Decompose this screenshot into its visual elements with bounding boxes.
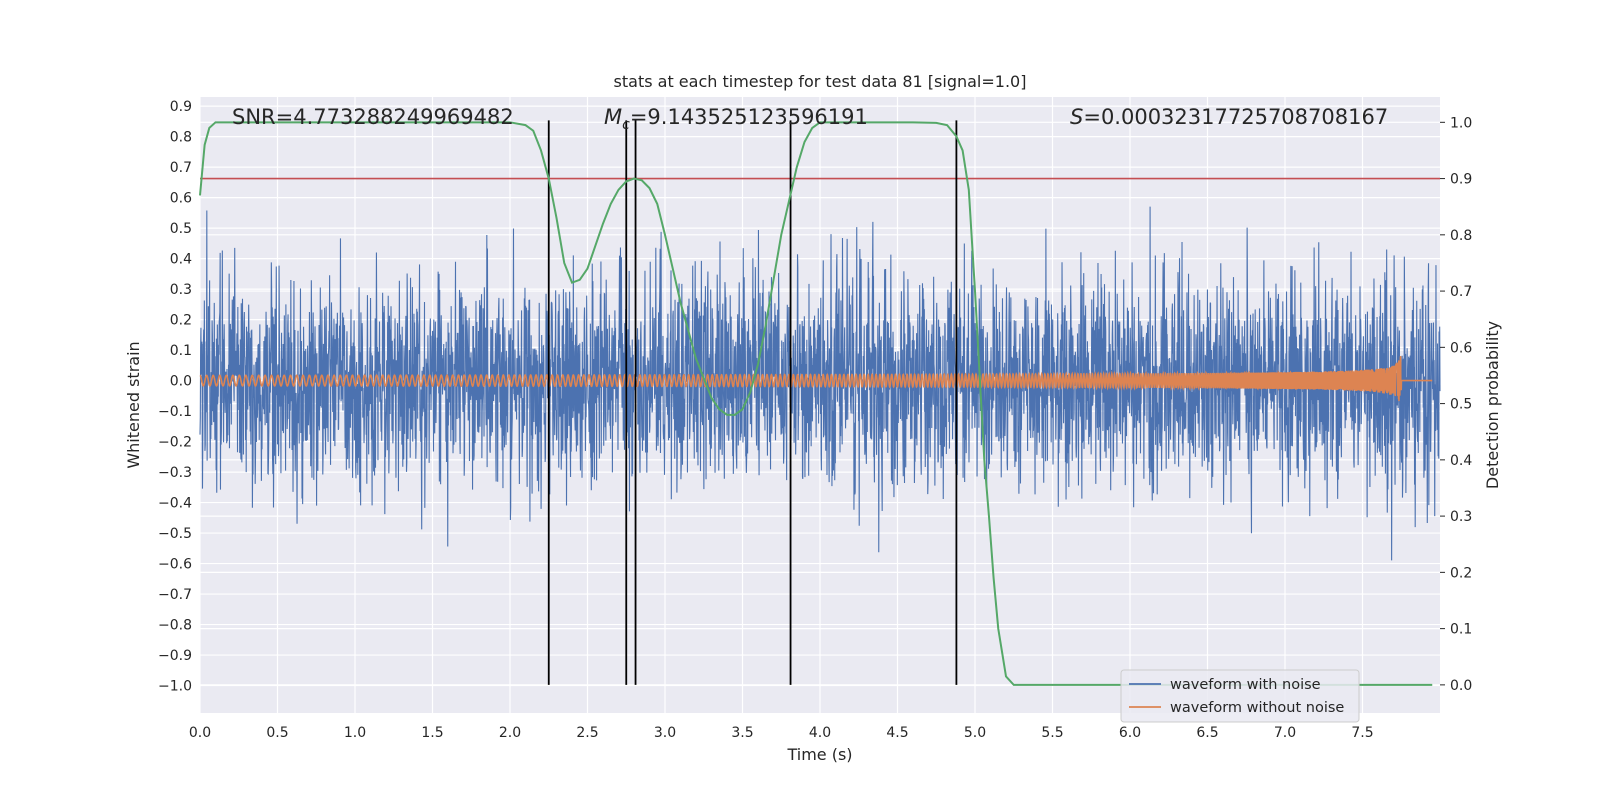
y2-tick-label: 0.5 (1450, 397, 1472, 413)
y-tick-label: −0.9 (158, 648, 192, 664)
y2-tick-label: 0.9 (1450, 172, 1472, 188)
y-tick-label: 0.9 (170, 99, 192, 115)
y-tick-label: −0.5 (158, 526, 192, 542)
x-tick-label: 2.5 (576, 725, 598, 741)
y-tick-label: −0.8 (158, 618, 192, 634)
y-tick-label: 0.1 (170, 343, 192, 359)
y-tick-label: −0.7 (158, 587, 192, 603)
x-tick-label: 3.5 (731, 725, 753, 741)
y2-tick-label: 0.0 (1450, 678, 1472, 694)
x-tick-label: 3.0 (654, 725, 676, 741)
y-tick-label: −0.4 (158, 496, 192, 512)
chirp-mass-subscript: c (622, 117, 630, 133)
legend-label-clean: waveform without noise (1170, 700, 1344, 716)
y-tick-label: −0.1 (158, 404, 192, 420)
chirp-mass-value: =9.143525123596191 (630, 105, 868, 129)
s-symbol: S (1070, 105, 1083, 129)
y2-tick-label: 0.7 (1450, 284, 1472, 300)
y-axis-label: Whitened strain (124, 341, 143, 468)
series-waveform-with-noise (199, 206, 1441, 561)
y-tick-label: 0.5 (170, 221, 192, 237)
y-tick-label: −0.3 (158, 465, 192, 481)
series-detection-probability (199, 121, 1433, 686)
y2-tick-label: 0.8 (1450, 228, 1472, 244)
x-tick-labels: 0.0 0.5 1.0 1.5 2.0 2.5 3.0 3.5 4.0 4.5 5.0 5.5 6.0 6… (189, 725, 1374, 741)
x-tick-label: 5.5 (1041, 725, 1063, 741)
snr-annotation: SNR=4.773288249969482 (232, 105, 514, 129)
x-tick-label: 5.0 (964, 725, 986, 741)
y-tick-label: 0.0 (170, 374, 192, 390)
s-value: =0.00032317725708708167 (1083, 105, 1388, 129)
x-tick-label: 1.0 (344, 725, 366, 741)
x-tick-label: 0.5 (266, 725, 288, 741)
y2-tick-labels: 1.0 0.9 0.8 0.7 0.6 0.5 0.4 0.3 0.2 0.1 0.0 (1440, 115, 1472, 694)
legend-box (1120, 669, 1360, 723)
s-annotation: S=0.00032317725708708167 (1070, 105, 1388, 129)
y2-tick-label: 0.3 (1450, 509, 1472, 525)
y-tick-label: 0.8 (170, 130, 192, 146)
y-tick-labels: 0.9 0.8 0.7 0.6 0.5 0.4 0.3 0.2 0.1 0.0 −0.1 −0.2 −0… (158, 99, 192, 694)
legend: waveform with noise waveform without noi… (1120, 669, 1360, 723)
chirp-mass-annotation: Mc=9.143525123596191 (604, 105, 868, 133)
chirp-mass-symbol: M (604, 105, 622, 129)
y-tick-label: 0.3 (170, 282, 192, 298)
y2-tick-label: 0.6 (1450, 340, 1472, 356)
x-tick-label: 6.0 (1119, 725, 1141, 741)
y-tick-label: 0.2 (170, 313, 192, 329)
y-tick-label: −1.0 (158, 679, 192, 695)
y-tick-label: −0.2 (158, 435, 192, 451)
x-axis-label: Time (s) (786, 745, 852, 764)
x-tick-label: 7.5 (1351, 725, 1373, 741)
y2-axis-label: Detection probability (1483, 321, 1502, 489)
y-tick-label: 0.6 (170, 191, 192, 207)
y-tick-label: 0.7 (170, 160, 192, 176)
y2-tick-label: 0.4 (1450, 453, 1472, 469)
y-tick-label: 0.4 (170, 252, 192, 268)
x-tick-label: 6.5 (1196, 725, 1218, 741)
x-tick-label: 4.5 (886, 725, 908, 741)
x-tick-label: 4.0 (809, 725, 831, 741)
series-layer (199, 120, 1441, 686)
y2-tick-label: 0.1 (1450, 622, 1472, 638)
chart-title: stats at each timestep for test data 81 … (614, 72, 1027, 91)
series-waveform-without-noise (199, 356, 1433, 402)
y2-tick-label: 1.0 (1450, 115, 1472, 131)
x-tick-label: 0.0 (189, 725, 211, 741)
legend-label-noisy: waveform with noise (1170, 677, 1321, 693)
y2-tick-label: 0.2 (1450, 565, 1472, 581)
x-tick-label: 7.0 (1274, 725, 1296, 741)
y-tick-label: −0.6 (158, 557, 192, 573)
x-tick-label: 1.5 (421, 725, 443, 741)
x-tick-label: 2.0 (499, 725, 521, 741)
